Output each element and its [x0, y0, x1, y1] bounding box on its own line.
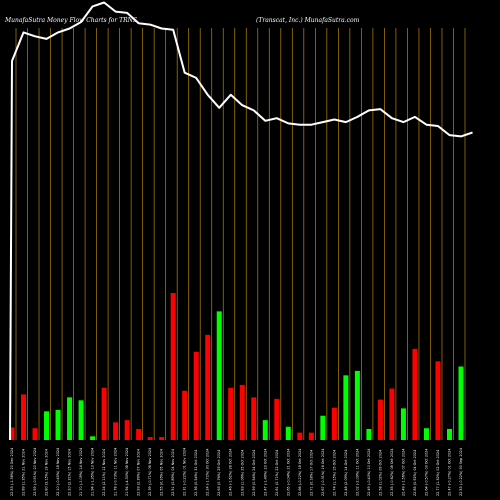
x-tick-label: 22.55 (0.16%) 05 Nov 2024 — [160, 449, 164, 496]
volume-bar — [182, 390, 188, 440]
volume-bar — [262, 420, 268, 440]
x-tick-label: 22.35 (-0.62%) 08 Oct 2024 — [390, 449, 394, 496]
volume-bar — [136, 428, 142, 440]
volume-bar — [44, 411, 50, 440]
volume-bar — [435, 361, 441, 440]
price-line — [9, 1, 473, 441]
x-tick-label: 21.94 (-4.30%) 08 Nov 2024 — [125, 448, 129, 496]
volume-bar — [90, 436, 96, 440]
x-tick-label: 22.47 (-0.27%) 01 Oct 2024 — [447, 449, 451, 496]
x-tick-label: 22.63 (0.76%) 29 Oct 2024 — [217, 450, 221, 496]
volume-bar — [32, 428, 38, 440]
x-tick-label: 22.67 (-0.31%) 16 Oct 2024 — [321, 449, 325, 496]
volume-bar — [67, 397, 73, 440]
volume-bar — [400, 408, 406, 440]
x-tick-label: 21.94 (-1.35%) 13 Nov 2024 — [91, 448, 95, 496]
volume-bar — [205, 334, 211, 440]
volume-bar — [343, 375, 349, 440]
x-tick-label: 22.53 (-0.22%) 30 Sep 2024 — [459, 448, 463, 496]
volume-bar — [297, 432, 303, 440]
volume-bar — [331, 407, 337, 440]
volume-bar — [113, 422, 119, 440]
x-tick-label: 22.49 (-0.40%) 10 Oct 2024 — [367, 449, 371, 496]
volume-bar — [377, 399, 383, 440]
x-tick-label: 22.02 (-2.09%) 11 Oct 2024 — [355, 449, 359, 496]
volume-bar — [193, 351, 199, 440]
x-tick-label: 22.59 (-0.91%) 20 Nov 2024 — [33, 448, 37, 496]
volume-bar — [320, 415, 326, 440]
volume-bar — [354, 370, 360, 440]
x-tick-label: 22.71 (0.18%) 17 Oct 2024 — [309, 450, 313, 496]
volume-bar — [170, 293, 176, 440]
volume-bar — [239, 384, 245, 440]
x-tick-label: 22.64 (-0.57%) 03 Oct 2024 — [424, 449, 428, 496]
volume-bar — [446, 428, 452, 440]
volume-bar — [147, 437, 153, 440]
x-tick-label: 22.80 (3.15%) 19 Nov 2024 — [45, 449, 49, 496]
volume-bar — [78, 400, 84, 440]
x-tick-label: 22.47 (-1.49%) 23 Oct 2024 — [263, 449, 267, 496]
volume-bar — [228, 387, 234, 440]
x-tick-label: 22.93 (2.39%) 07 Nov 2024 — [137, 449, 141, 496]
x-tick-label: 22.51 (0.89%) 04 Nov 2024 — [171, 449, 175, 496]
x-tick-label: 22.85 (0.92%) 04 Oct 2024 — [413, 450, 417, 496]
volume-bar — [216, 311, 222, 440]
volume-bar — [251, 397, 257, 440]
x-tick-label: 22.20 (2.31%) 15 Nov 2024 — [68, 449, 72, 496]
volume-bar — [308, 432, 314, 440]
volume-bar — [21, 394, 27, 440]
x-tick-label: 22.53 (-1.58%) 20 Dec 2024 — [10, 448, 14, 496]
x-tick-label: 21.70 (-1.09%) 14 Nov 2024 — [79, 448, 83, 496]
x-tick-label: 22.77 (1.32%) 02 Oct 2024 — [436, 450, 440, 496]
volume-bar — [285, 426, 291, 440]
volume-bar — [458, 366, 464, 440]
x-tick-label: 22.59 (0.54%) 24 Oct 2024 — [252, 450, 256, 496]
volume-bar — [274, 398, 280, 440]
volume-bars — [9, 293, 464, 440]
x-tick-label: 22.24 (2.11%) 12 Nov 2024 — [102, 449, 106, 496]
x-tick-label: 22.39 (-0.71%) 06 Nov 2024 — [148, 448, 152, 496]
volume-bar — [412, 348, 418, 440]
x-tick-label: 22.31 (-0.22%) 01 Nov 2024 — [183, 448, 187, 496]
chart-title-right: (Transcat, Inc.) MunafaSutra.com — [256, 17, 360, 24]
volume-bar — [423, 428, 429, 440]
x-tick-label: 22.49 (-1.56%) 07 Oct 2024 — [401, 449, 405, 496]
x-tick-label: 22.74 (1.15%) 15 Oct 2024 — [332, 450, 336, 496]
x-tick-label: 22.10 (-0.45%) 18 Nov 2024 — [56, 448, 60, 496]
x-tick-label: 22.36 (0.54%) 31 Oct 2024 — [194, 450, 198, 496]
x-tick-label: 22.58 (1.02%) 09 Oct 2024 — [378, 450, 382, 496]
volume-bar — [124, 420, 130, 440]
volume-bar — [389, 388, 395, 440]
volume-bar — [159, 437, 165, 440]
x-tick-labels: 22.53 (-1.58%) 20 Dec 2024 22.89 (1.35%) … — [10, 448, 463, 496]
volume-bar — [9, 427, 15, 440]
x-tick-label: 22.48 (2.09%) 14 Oct 2024 — [344, 450, 348, 496]
chart-title-left: MunafaSutra Money Flow Charts for TRNS — [4, 17, 137, 24]
volume-bar — [55, 409, 61, 440]
x-tick-label: 22.89 (1.35%) 21 Nov 2024 — [22, 449, 26, 496]
x-tick-label: 22.24 (-1.72%) 30 Oct 2024 — [206, 449, 210, 496]
volume-bar — [101, 387, 107, 440]
x-tick-label: 22.65 (-0.04%) 21 Oct 2024 — [286, 449, 290, 496]
x-tick-label: 22.81 (0.71%) 22 Oct 2024 — [275, 450, 279, 496]
x-tick-label: 22.46 (-1.62%) 28 Oct 2024 — [229, 449, 233, 496]
grid-lines — [15, 28, 466, 440]
x-tick-label: 22.83 (1.06%) 25 Oct 2024 — [240, 450, 244, 496]
volume-bar — [366, 428, 372, 440]
x-tick-label: 21.78 (-0.73%) 11 Nov 2024 — [114, 448, 118, 496]
x-tick-label: 22.66 (-0.22%) 18 Oct 2024 — [298, 449, 302, 496]
